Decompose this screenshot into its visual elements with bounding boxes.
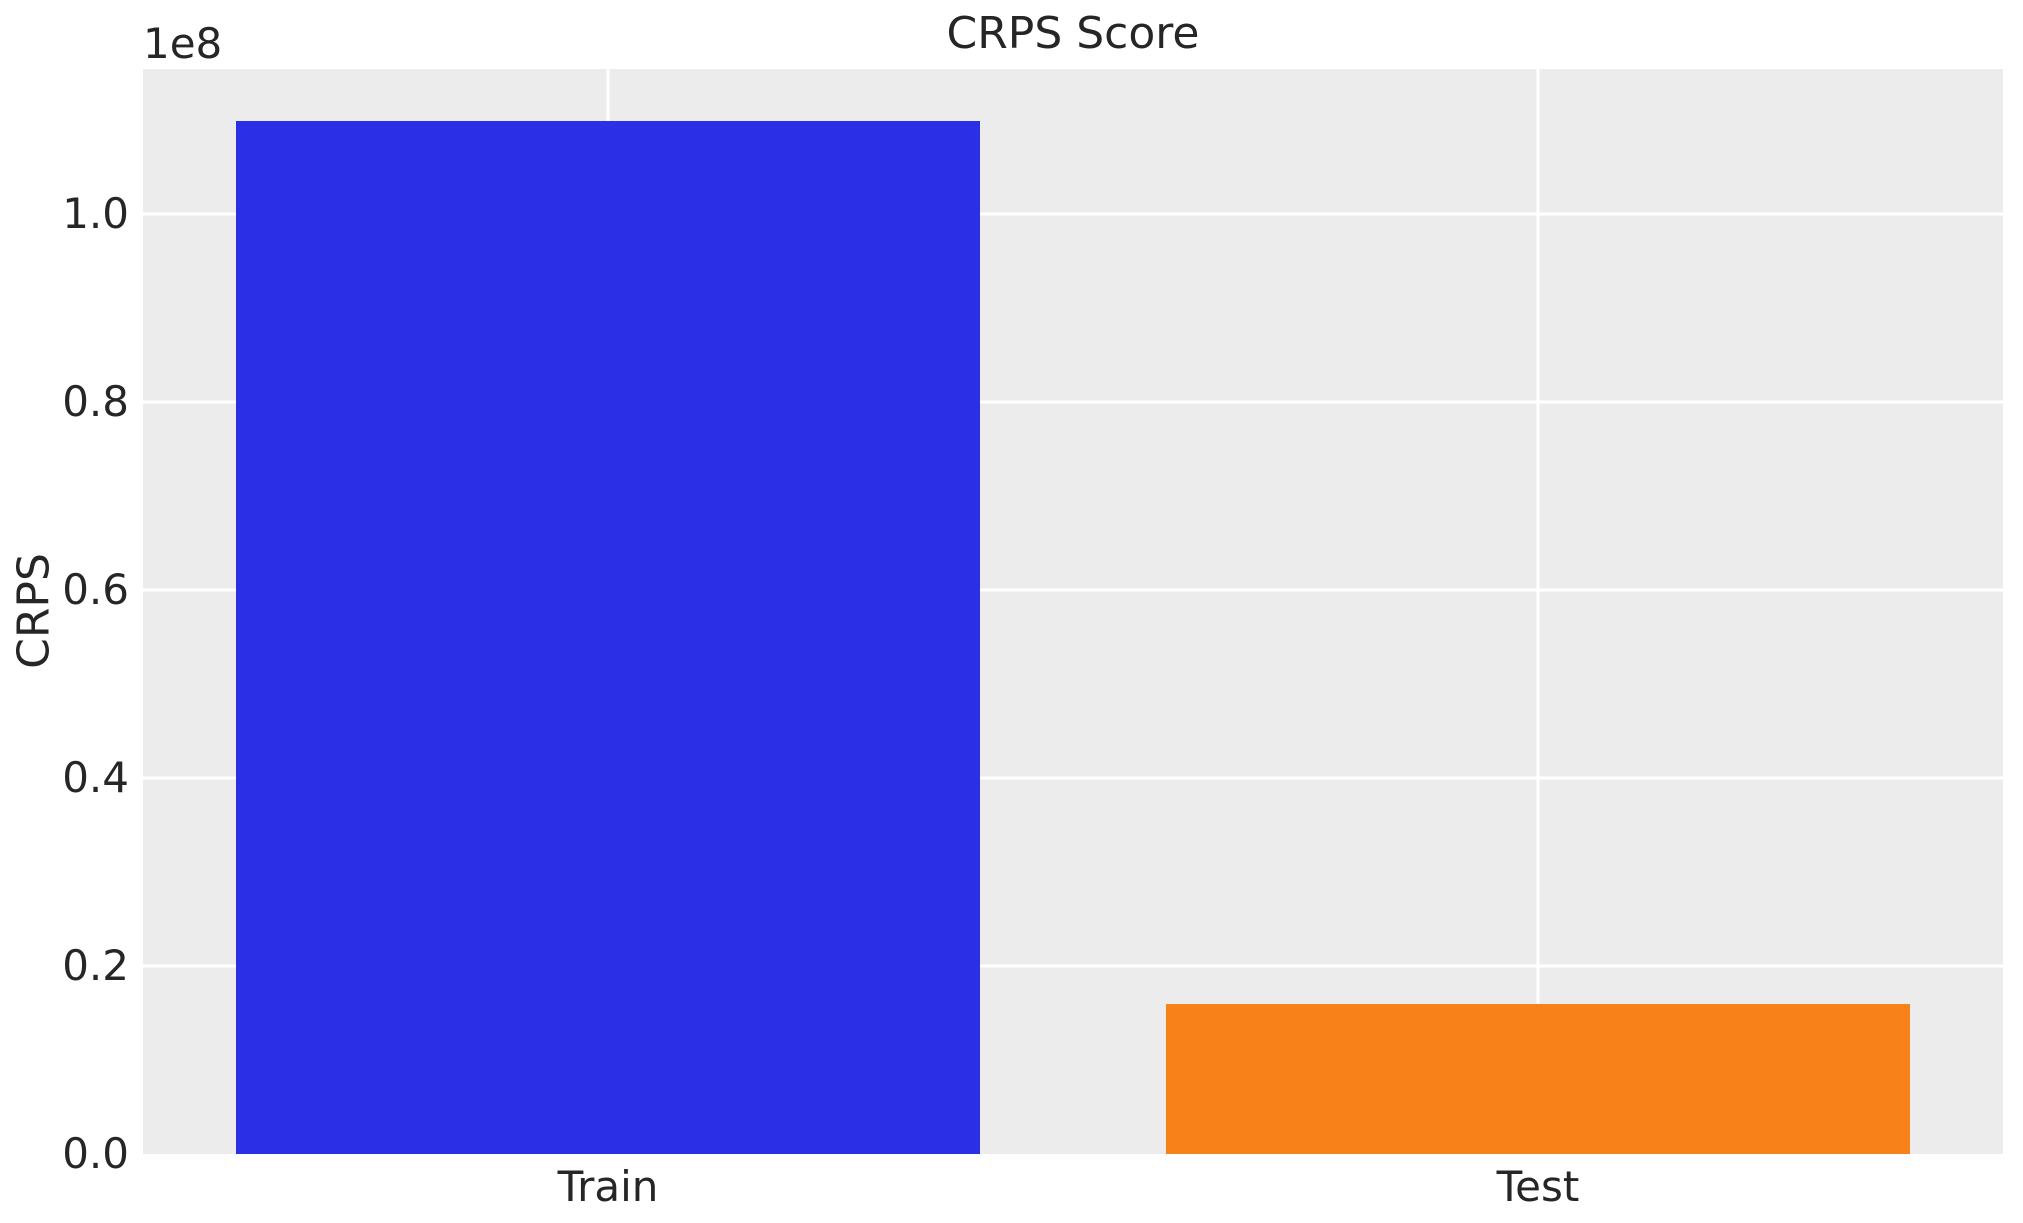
chart-title: CRPS Score [946,8,1200,59]
horizontal-gridline [143,212,2003,216]
y-tick-label: 0.8 [62,376,129,426]
plot-area [143,69,2003,1154]
y-tick-label: 0.6 [62,564,129,614]
bar-test [1166,1003,1910,1154]
x-axis-tick-labels: Train Test [143,1162,2003,1217]
bar-train [236,120,980,1154]
x-tick-label-test: Test [1496,1162,1580,1211]
horizontal-gridline [143,588,2003,592]
horizontal-gridline [143,964,2003,968]
y-axis-offset-label: 1e8 [143,19,223,68]
y-tick-label: 0.2 [62,940,129,990]
vertical-gridline [1536,69,1540,1154]
horizontal-gridline [143,400,2003,404]
x-tick-label-train: Train [557,1162,659,1211]
horizontal-gridline [143,776,2003,780]
y-tick-label: 0.4 [62,752,129,802]
y-axis-tick-labels: 0.0 0.2 0.4 0.6 0.8 1.0 [0,69,129,1174]
y-tick-label: 0.0 [62,1129,129,1178]
y-tick-label: 1.0 [62,188,129,238]
